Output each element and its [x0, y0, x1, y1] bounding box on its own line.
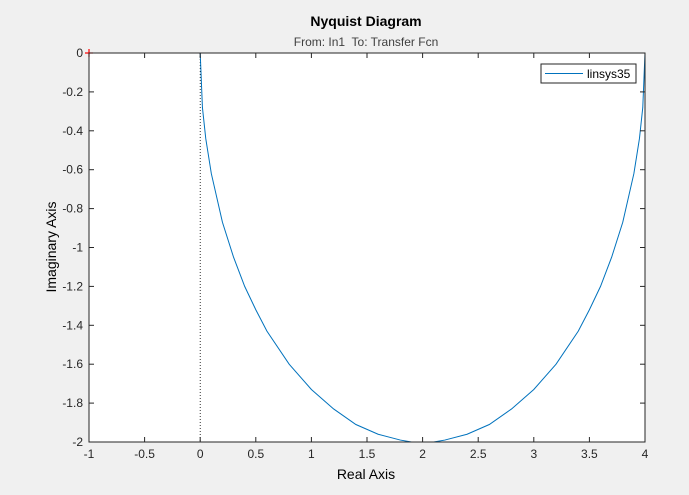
y-tick-label: -0.4: [62, 124, 83, 138]
y-tick-label: -1.6: [62, 357, 83, 371]
legend-entry-label: linsys35: [587, 67, 631, 81]
x-tick-label: 2.5: [470, 447, 487, 461]
y-axis-ticks: 0 -0.2 -0.4 -0.6 -0.8 -1 -1.2 -1.4 -1.6 -1.8 -2: [62, 46, 645, 449]
plot-area: [89, 53, 645, 442]
x-tick-label: 0: [197, 447, 204, 461]
y-tick-label: -0.8: [62, 202, 83, 216]
chart-subtitle: From: In1 To: Transfer Fcn: [294, 35, 439, 49]
y-tick-label: -0.2: [62, 85, 83, 99]
x-tick-label: 1: [308, 447, 315, 461]
x-tick-label: 4: [642, 447, 649, 461]
y-tick-label: 0: [76, 46, 83, 60]
chart-title: Nyquist Diagram: [310, 13, 421, 29]
y-axis-label: Imaginary Axis: [43, 201, 59, 292]
y-tick-label: -0.6: [62, 163, 83, 177]
x-tick-label: 3.5: [581, 447, 598, 461]
y-tick-label: -1: [72, 241, 83, 255]
x-tick-label: 1.5: [359, 447, 376, 461]
legend[interactable]: linsys35: [540, 63, 637, 84]
x-tick-label: 3: [530, 447, 537, 461]
y-tick-label: -1.8: [62, 396, 83, 410]
series-line-linsys35: [199, 53, 645, 442]
y-tick-label: -1.4: [62, 318, 83, 332]
x-tick-label: 0.5: [247, 447, 264, 461]
series-layer: [199, 53, 645, 442]
zero-reference-lines: [89, 52, 645, 442]
legend-box: [540, 63, 637, 84]
y-tick-label: -1.2: [62, 279, 83, 293]
x-axis-ticks: -1 -0.5 0 0.5 1 1.5 2 2.5 3 3.5 4: [84, 53, 649, 461]
x-tick-label: 2: [419, 447, 426, 461]
x-tick-label: -0.5: [134, 447, 155, 461]
x-axis-label: Real Axis: [337, 466, 395, 482]
y-tick-label: -2: [72, 435, 83, 449]
x-tick-label: -1: [84, 447, 95, 461]
